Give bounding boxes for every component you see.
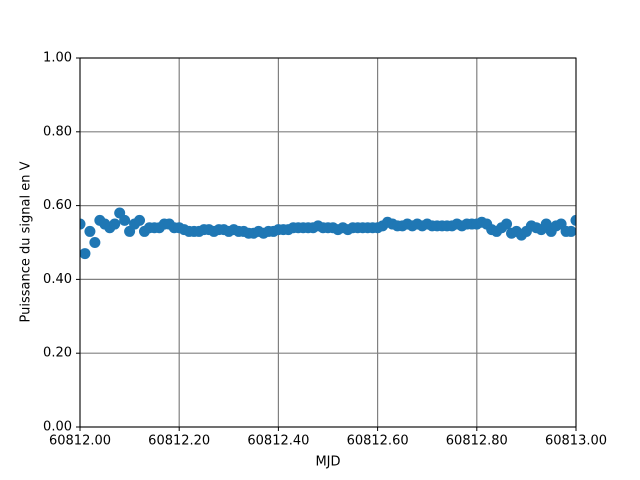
x-tick-label: 60812.80 xyxy=(446,434,508,449)
point xyxy=(80,248,91,260)
point xyxy=(80,218,86,230)
point xyxy=(84,225,96,237)
y-axis-label: Puissance du signal en V xyxy=(19,161,34,322)
x-tick-label: 60813.00 xyxy=(545,434,607,449)
y-tick-label: 0.00 xyxy=(43,420,72,435)
point xyxy=(119,214,131,226)
y-tick-label: 1.00 xyxy=(43,51,72,66)
y-tick-label: 0.80 xyxy=(43,124,72,139)
x-tick-label: 60812.00 xyxy=(49,434,111,449)
point xyxy=(501,218,513,230)
x-axis-label: MJD xyxy=(315,455,340,470)
axes-frame xyxy=(79,57,577,428)
point xyxy=(109,218,121,230)
x-tick-label: 60812.20 xyxy=(148,434,210,449)
point xyxy=(89,237,101,248)
x-tick-label: 60812.60 xyxy=(347,434,409,449)
y-tick-label: 0.20 xyxy=(43,346,72,361)
y-tick-label: 0.40 xyxy=(43,272,72,287)
point xyxy=(134,214,146,226)
point xyxy=(565,225,576,237)
point xyxy=(570,214,576,226)
x-tick-label: 60812.40 xyxy=(247,434,309,449)
y-tick-label: 0.60 xyxy=(43,198,72,213)
